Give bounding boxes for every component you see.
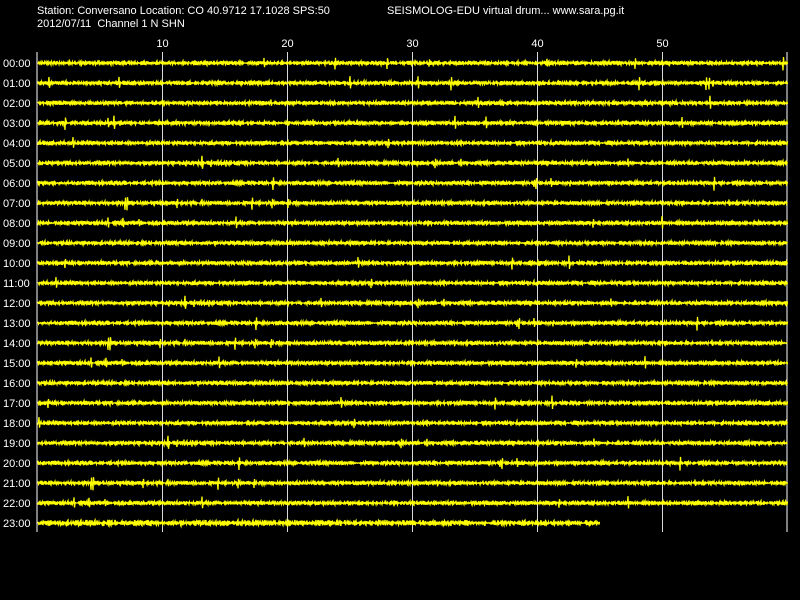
x-tick-label: 50 xyxy=(656,38,668,50)
hour-label: 03:00 xyxy=(3,118,31,130)
x-tick-label: 40 xyxy=(531,38,543,50)
trace-row xyxy=(37,378,789,388)
trace-row xyxy=(37,76,789,91)
trace-row xyxy=(37,155,789,169)
x-tick-label: 20 xyxy=(281,38,293,50)
trace-row xyxy=(37,197,788,211)
trace-row xyxy=(37,496,789,509)
app-title: SEISMOLOG-EDU virtual drum... www.sara.p… xyxy=(387,5,625,17)
trace-row xyxy=(37,176,789,191)
x-tick-label: 10 xyxy=(156,38,168,50)
hour-label: 19:00 xyxy=(3,438,31,450)
trace-row xyxy=(37,395,789,410)
hour-label: 23:00 xyxy=(3,518,31,530)
hour-label: 06:00 xyxy=(3,178,31,190)
trace-row xyxy=(37,216,789,229)
trace-row xyxy=(37,277,789,289)
hour-label: 13:00 xyxy=(3,318,31,330)
grid-layer xyxy=(36,52,788,532)
hour-label: 20:00 xyxy=(3,458,31,470)
trace-row xyxy=(37,115,789,130)
hour-label: 16:00 xyxy=(3,378,31,390)
hour-label: 17:00 xyxy=(3,398,31,410)
hour-label: 14:00 xyxy=(3,338,31,350)
trace-row xyxy=(37,95,789,109)
hour-label: 15:00 xyxy=(3,358,31,370)
hour-labels-layer: 00:00 01:00 02:00 03:00 04:00 05:00 06:00 07:00… xyxy=(3,58,31,530)
hour-label: 07:00 xyxy=(3,198,31,210)
hour-label: 05:00 xyxy=(3,158,31,170)
hour-label: 02:00 xyxy=(3,98,31,110)
hour-label: 10:00 xyxy=(3,258,31,270)
trace-row xyxy=(37,477,789,491)
hour-label: 04:00 xyxy=(3,138,31,150)
hour-label: 08:00 xyxy=(3,218,31,230)
trace-row xyxy=(37,56,789,71)
hour-label: 09:00 xyxy=(3,238,31,250)
hour-label: 01:00 xyxy=(3,78,31,90)
hour-label: 22:00 xyxy=(3,498,31,510)
hour-label: 00:00 xyxy=(3,58,31,70)
trace-row xyxy=(37,238,789,248)
trace-row xyxy=(37,337,788,351)
hour-label: 12:00 xyxy=(3,298,31,310)
hour-label: 11:00 xyxy=(3,278,30,290)
trace-row xyxy=(37,295,789,309)
trace-row xyxy=(37,417,789,429)
trace-row xyxy=(37,137,789,149)
tick-labels-layer: 10 20 30 40 50 xyxy=(156,38,668,50)
trace-row xyxy=(37,435,788,449)
station-info: Station: Conversano Location: CO 40.9712… xyxy=(37,5,330,17)
trace-row xyxy=(37,517,601,529)
trace-row xyxy=(37,356,789,369)
trace-row xyxy=(37,255,789,270)
hour-label: 18:00 xyxy=(3,418,31,430)
traces-layer xyxy=(37,56,789,529)
hour-label: 21:00 xyxy=(3,478,31,490)
trace-row xyxy=(37,456,788,471)
trace-row xyxy=(37,316,789,331)
x-tick-label: 30 xyxy=(406,38,418,50)
date-channel-info: 2012/07/11 Channel 1 N SHN xyxy=(37,18,185,30)
